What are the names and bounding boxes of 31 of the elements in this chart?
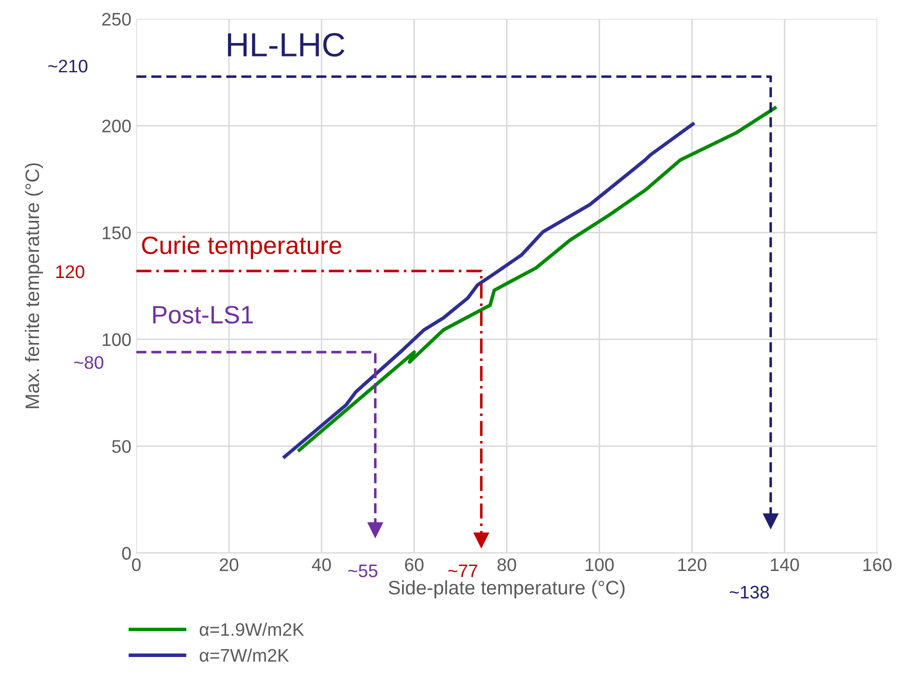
x-tick-label: 80 (498, 558, 516, 572)
y-tick-label: 150 (102, 226, 131, 240)
text: ~138 (730, 586, 769, 599)
x-tick-label: 100 (586, 558, 614, 572)
legend-label: α=1.9W/m2K (200, 622, 304, 636)
text: ~80 (74, 356, 104, 369)
annotation: Curie temperature (142, 236, 342, 260)
x-axis-title: Side-plate temperature (°C) (388, 580, 625, 598)
y-tick-label: 100 (102, 333, 131, 346)
x-tick-label: 120 (678, 558, 706, 572)
annotation: HL-LHC (228, 33, 344, 57)
x-tick-label: 20 (220, 558, 238, 572)
text: ~210 (48, 60, 88, 72)
text: 120 (56, 265, 84, 278)
x-tick-label: 60 (405, 558, 424, 572)
x-tick-label: 140 (770, 558, 799, 572)
x-tick-label: 0 (132, 558, 141, 572)
y-axis-title: Max. ferrite temperature (°C) (24, 163, 44, 408)
text: ~55 (348, 564, 378, 578)
x-tick-label: 40 (312, 558, 331, 572)
point (763, 513, 778, 529)
annotation: Post-LS1 (153, 306, 253, 324)
point (368, 522, 383, 538)
y-tick-label: 0 (122, 546, 131, 560)
y-tick-label: 250 (102, 12, 131, 26)
y-tick-label: 200 (102, 120, 131, 132)
y-tick-label: 50 (112, 440, 131, 453)
x-tick-label: 160 (864, 558, 892, 572)
point (474, 532, 489, 548)
text: ~77 (448, 564, 478, 578)
legend-label: α=7W/m2K (200, 648, 289, 662)
